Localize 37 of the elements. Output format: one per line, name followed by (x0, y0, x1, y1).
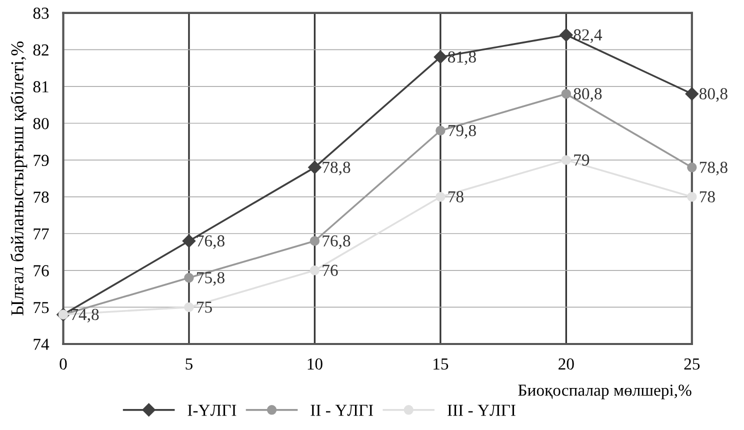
data-label: 82,4 (574, 29, 602, 43)
x-axis-title: Биоқоспалар мөлшері,% (518, 384, 692, 400)
y-tick-label: 76 (34, 265, 49, 276)
data-label: 80,8 (574, 88, 602, 102)
x-tick-label: 5 (186, 358, 192, 370)
legend-label: II - ҮЛГІ (310, 404, 374, 416)
data-label: 78 (700, 191, 715, 202)
x-tick-label: 15 (434, 358, 448, 370)
y-tick-label: 80 (33, 118, 49, 130)
data-label: 81,8 (448, 51, 476, 66)
y-tick-label: 79 (34, 154, 49, 166)
x-tick-label: 20 (558, 358, 574, 370)
y-tick-label: 78 (34, 192, 49, 203)
data-label: 76,8 (322, 235, 350, 249)
data-label: 75,8 (197, 272, 224, 286)
y-tick-label: 83 (33, 8, 49, 19)
data-label: 75 (197, 302, 212, 313)
y-tick-label: 75 (34, 302, 49, 314)
data-label: 74,8 (71, 308, 99, 323)
y-axis-title: Ылғал байланыстырғыш қабілеті,% (10, 42, 28, 316)
y-tick-label: 82 (33, 44, 48, 56)
x-tick-label: 25 (684, 358, 700, 370)
data-label: 76,8 (197, 235, 224, 249)
y-tick-label: 74 (34, 338, 50, 350)
data-label: 78 (448, 191, 464, 202)
y-tick-label: 77 (34, 228, 49, 240)
data-label: 76 (322, 264, 338, 276)
y-tick-label: 81 (33, 81, 48, 92)
x-tick-label: 10 (308, 358, 322, 370)
legend-label: III - ҮЛГІ (448, 404, 516, 416)
data-label: 80,8 (700, 88, 728, 102)
data-label: 79,8 (448, 124, 476, 139)
x-tick-label: 0 (60, 358, 67, 370)
data-label: 78,8 (700, 162, 728, 176)
data-label: 79 (574, 154, 590, 166)
legend-label: I-ҮЛГІ (188, 404, 236, 416)
data-label: 78,8 (322, 162, 350, 176)
